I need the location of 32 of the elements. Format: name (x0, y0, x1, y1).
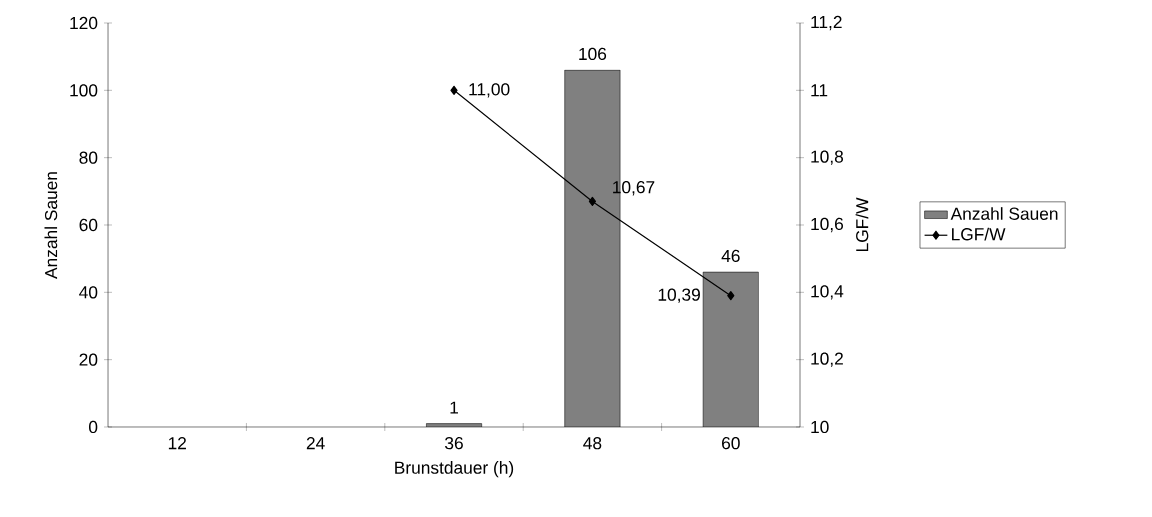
y-tick-label: 120 (70, 16, 98, 30)
y-tick-label: 40 (79, 286, 98, 299)
y2-tick-label: 11,2 (811, 15, 842, 31)
data-label: 106 (579, 47, 607, 61)
y-tick-label: 80 (79, 151, 98, 164)
data-label: 10,39 (658, 288, 700, 303)
y2-tick-label: 11 (811, 84, 828, 97)
data-label: 11,00 (469, 83, 510, 98)
legend-label: Anzahl Sauen (950, 207, 1058, 220)
y2-tick-label: 10,8 (811, 150, 844, 165)
y-tick-label: 20 (79, 353, 98, 366)
point (450, 85, 458, 95)
y2-tick-label: 10 (811, 420, 829, 434)
point (727, 291, 735, 301)
point (588, 196, 597, 207)
x-axis-title: Brunstdauer (h) (395, 461, 514, 478)
x-tick-label: 36 (445, 437, 463, 450)
legend-label: LGF/W (952, 227, 1006, 241)
data-label: 46 (721, 249, 740, 263)
x-tick-label: 12 (168, 437, 186, 450)
x-tick-label: 48 (583, 437, 602, 450)
y-axis-title: Anzahl Sauen (44, 172, 58, 279)
y2-tick-label: 10,4 (811, 285, 844, 300)
y-tick-label: 0 (89, 420, 98, 434)
y2-tick-label: 10,2 (811, 352, 843, 367)
data-label: 1 (450, 401, 458, 414)
y-tick-label: 100 (70, 84, 98, 97)
y-tick-label: 60 (79, 218, 98, 232)
x-tick-label: 24 (306, 437, 325, 450)
x-tick-label: 60 (722, 437, 740, 450)
y2-axis-title: LGF/W (855, 197, 869, 252)
y2-tick-label: 10,6 (811, 217, 844, 233)
